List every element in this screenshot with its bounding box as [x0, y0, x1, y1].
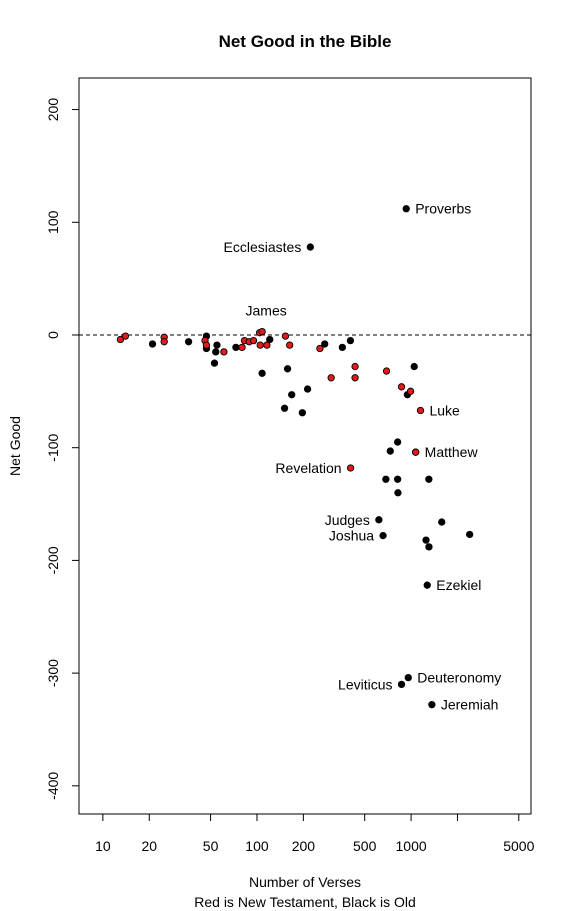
x-tick-label: 50 — [203, 838, 219, 854]
point-label-judges: Judges — [325, 512, 370, 528]
point-label-ecclesiastes: Ecclesiastes — [224, 239, 302, 255]
old-testament-point — [321, 340, 329, 348]
new-testament-point — [316, 344, 324, 353]
old-testament-point — [346, 336, 355, 345]
old-testament-point — [210, 359, 219, 367]
point-label-jeremiah: Jeremiah — [441, 697, 499, 713]
old-testament-point — [213, 341, 221, 349]
old-testament-point — [397, 680, 406, 689]
old-testament-point — [438, 518, 446, 526]
point-label-matthew: Matthew — [425, 444, 479, 460]
new-testament-point — [238, 343, 246, 352]
y-tick-label: 200 — [45, 98, 61, 122]
old-testament-point — [280, 404, 289, 412]
old-testament-point — [306, 243, 315, 251]
x-tick-label: 1000 — [396, 838, 427, 854]
new-testament-point — [286, 341, 294, 349]
y-tick-label: -200 — [45, 546, 61, 574]
new-testament-point — [382, 367, 391, 375]
point-label-luke: Luke — [429, 402, 460, 418]
point-label-ezekiel: Ezekiel — [436, 577, 481, 593]
y-tick-label: -100 — [45, 433, 61, 461]
y-tick-label: 0 — [45, 331, 61, 339]
x-axis-sublabel: Red is New Testament, Black is Old — [194, 894, 416, 910]
old-testament-point — [422, 536, 430, 544]
new-testament-point — [281, 332, 290, 340]
new-testament-point — [416, 406, 425, 415]
old-testament-point — [184, 338, 193, 346]
new-testament-point — [249, 336, 258, 345]
old-testament-point — [298, 409, 307, 417]
old-testament-point — [428, 701, 436, 709]
old-testament-point — [394, 489, 402, 497]
point-label-proverbs: Proverbs — [415, 201, 471, 217]
old-testament-point — [375, 516, 383, 524]
x-tick-label: 20 — [141, 838, 157, 854]
old-testament-point — [232, 343, 240, 352]
old-testament-point — [303, 385, 312, 393]
point-label-revelation: Revelation — [275, 460, 341, 476]
y-axis-label: Net Good — [7, 416, 23, 476]
old-testament-point — [423, 581, 431, 589]
new-testament-point — [351, 362, 359, 371]
new-testament-point — [256, 341, 264, 349]
old-testament-point — [283, 365, 292, 373]
old-testament-point — [393, 438, 402, 446]
y-tick-label: -300 — [45, 659, 61, 687]
new-testament-point — [116, 335, 125, 344]
new-testament-point — [202, 341, 211, 349]
new-testament-point — [220, 348, 228, 356]
point-label-leviticus: Leviticus — [338, 676, 392, 692]
new-testament-point — [397, 383, 406, 391]
plot-area: 10 20 50 100 200 500 1000 50002001000-100-200-3… — [45, 77, 535, 854]
new-testament-point — [346, 464, 355, 472]
new-testament-point — [351, 374, 359, 382]
old-testament-point — [425, 543, 433, 551]
old-testament-point — [425, 475, 433, 483]
old-testament-point — [379, 531, 387, 540]
old-testament-point — [148, 340, 157, 348]
old-testament-point — [382, 475, 390, 483]
old-testament-point — [410, 362, 418, 371]
point-label-deuteronomy: Deuteronomy — [417, 670, 501, 686]
x-tick-label: 200 — [292, 838, 316, 854]
point-label-james: James — [246, 303, 287, 319]
old-testament-point — [402, 205, 410, 213]
x-tick-label: 10 — [95, 838, 111, 854]
old-testament-point — [466, 530, 474, 539]
new-testament-point — [263, 341, 271, 349]
new-testament-point — [160, 338, 168, 346]
old-testament-point — [288, 391, 296, 399]
old-testament-point — [393, 475, 402, 483]
y-tick-label: 100 — [45, 210, 61, 234]
old-testament-point — [266, 335, 274, 344]
x-tick-label: 5000 — [503, 838, 534, 854]
new-testament-point — [121, 332, 130, 340]
old-testament-point — [386, 447, 394, 455]
new-testament-point — [406, 387, 415, 395]
point-label-joshua: Joshua — [329, 528, 374, 544]
new-testament-point — [258, 327, 266, 336]
new-testament-point — [412, 448, 420, 456]
old-testament-point — [258, 369, 266, 377]
x-tick-label: 100 — [245, 838, 269, 854]
x-axis-label: Number of Verses — [249, 874, 361, 890]
old-testament-point — [212, 348, 220, 356]
new-testament-point — [327, 374, 335, 382]
old-testament-point — [404, 673, 412, 682]
y-tick-label: -400 — [45, 772, 61, 800]
x-tick-label: 500 — [353, 838, 377, 854]
chart-title: Net Good in the Bible — [219, 32, 392, 51]
old-testament-point — [338, 343, 346, 352]
